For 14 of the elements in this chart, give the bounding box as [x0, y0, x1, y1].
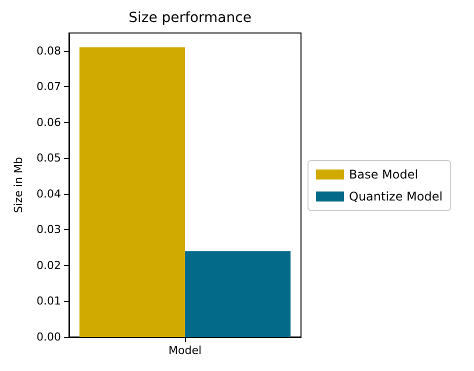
y-tick-label: 0.02: [36, 258, 61, 272]
y-tick-label: 0.04: [36, 187, 61, 200]
y-tick-label: 0.06: [36, 116, 61, 129]
y-axis-title: Size in Mb: [12, 156, 25, 214]
legend-label: Quantize Model: [349, 190, 443, 204]
legend-label: Base Model: [349, 168, 418, 182]
y-tick-label: 0.00: [36, 330, 61, 344]
x-tick-label: Model: [168, 344, 202, 357]
y-tick-label: 0.01: [36, 294, 61, 308]
y-tick-label: 0.08: [36, 44, 61, 58]
y-tick-label: 0.05: [36, 152, 61, 165]
chart-title: Size performance: [128, 10, 252, 26]
y-tick-label: 0.03: [36, 223, 61, 236]
y-tick-label: 0.07: [36, 80, 61, 94]
